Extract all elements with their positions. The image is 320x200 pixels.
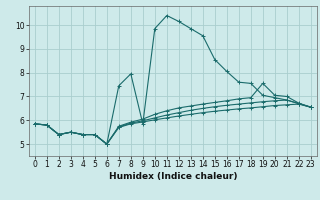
X-axis label: Humidex (Indice chaleur): Humidex (Indice chaleur) xyxy=(108,172,237,181)
